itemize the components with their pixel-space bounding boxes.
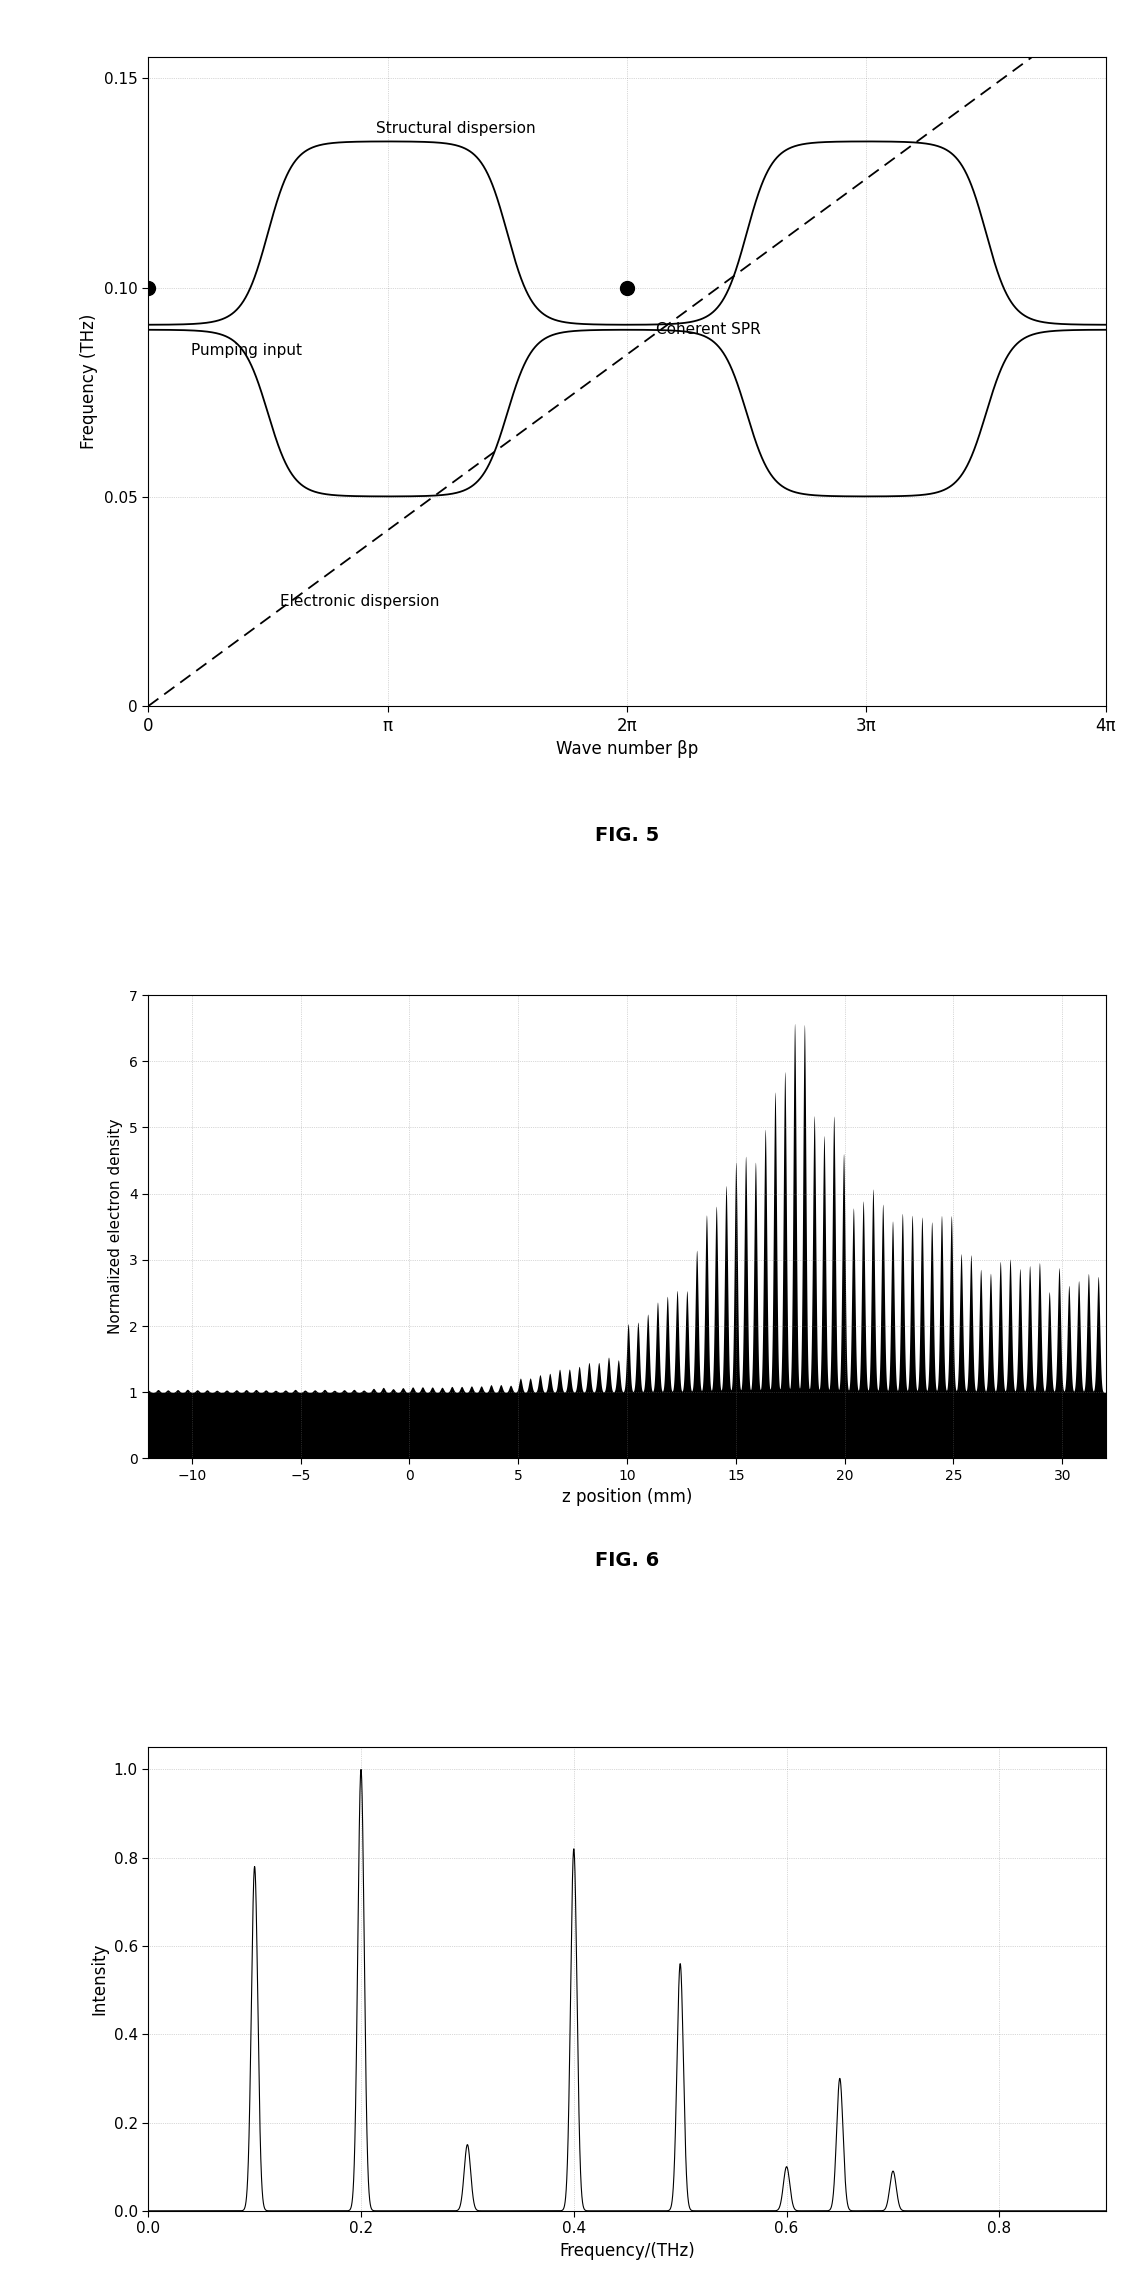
Text: Coherent SPR: Coherent SPR [656,321,760,337]
Text: Structural dispersion: Structural dispersion [376,121,536,135]
Y-axis label: Frequency (THz): Frequency (THz) [81,314,98,449]
Y-axis label: Intensity: Intensity [90,1943,108,2016]
X-axis label: z position (mm): z position (mm) [562,1489,692,1507]
X-axis label: Frequency/(THz): Frequency/(THz) [559,2243,695,2259]
Text: Electronic dispersion: Electronic dispersion [280,593,439,609]
X-axis label: Wave number βp: Wave number βp [556,740,698,758]
Text: Pumping input: Pumping input [192,344,302,357]
Text: FIG. 5: FIG. 5 [595,827,659,845]
Y-axis label: Normalized electron density: Normalized electron density [108,1118,123,1333]
Text: FIG. 6: FIG. 6 [595,1551,659,1569]
